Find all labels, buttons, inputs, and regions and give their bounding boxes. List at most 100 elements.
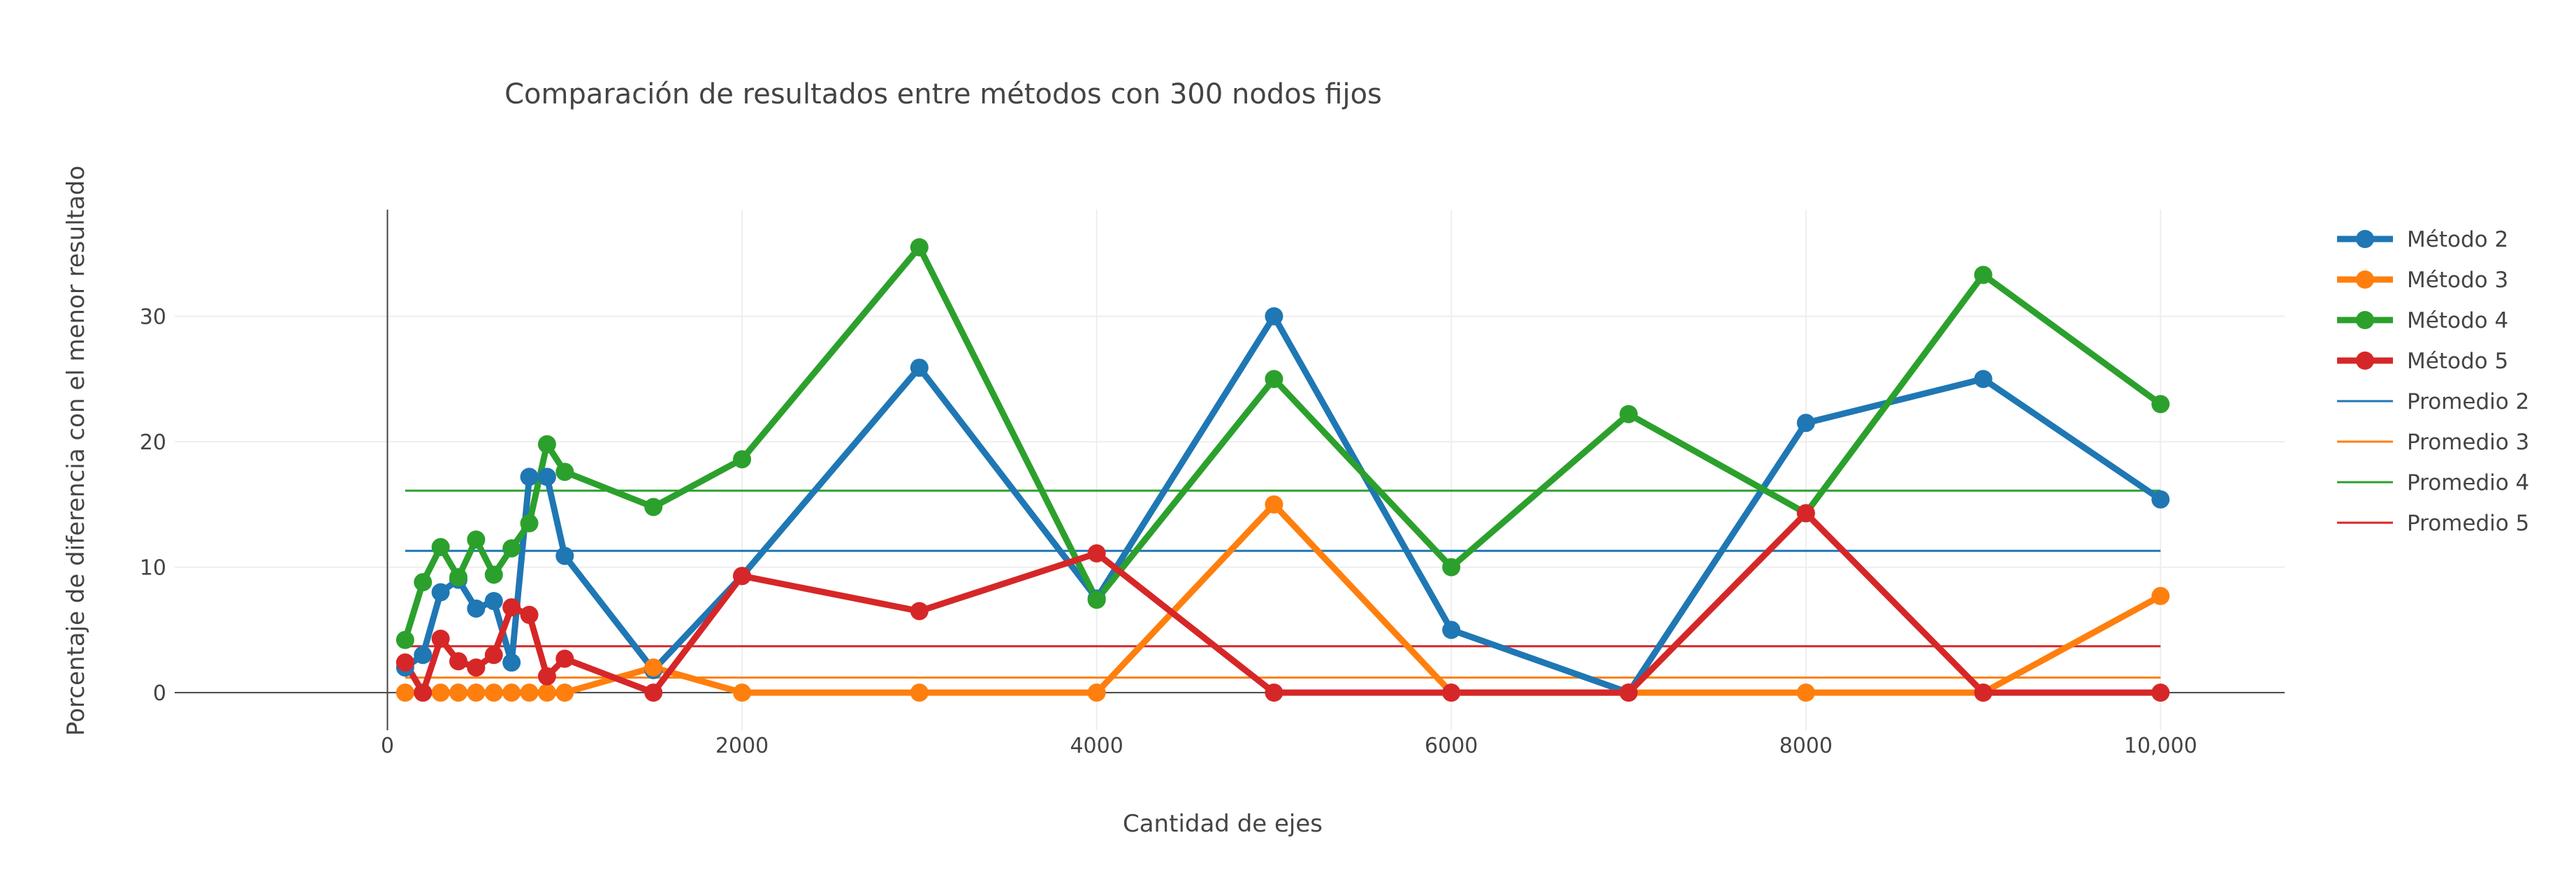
legend-label: Promedio 2: [2407, 389, 2529, 414]
data-point: [431, 683, 450, 702]
legend-marker: [2356, 270, 2374, 289]
data-point: [502, 683, 521, 702]
data-point: [414, 683, 432, 702]
data-point: [520, 514, 539, 533]
data-point: [1974, 266, 1993, 284]
series-markers: [395, 238, 2170, 702]
data-point: [537, 435, 556, 454]
data-point: [431, 537, 450, 556]
data-point: [733, 450, 752, 469]
data-point: [1087, 591, 1106, 609]
x-tick-label: 8000: [1780, 734, 1833, 758]
data-point: [484, 565, 503, 584]
data-point: [555, 649, 574, 668]
data-point: [449, 652, 468, 671]
data-point: [910, 683, 929, 702]
data-point: [1265, 495, 1283, 514]
legend-marker: [2356, 311, 2374, 329]
data-point: [644, 498, 663, 516]
data-point: [1974, 683, 1993, 702]
data-point: [537, 683, 556, 702]
data-point: [555, 463, 574, 481]
data-point: [1442, 621, 1461, 639]
data-point: [502, 539, 521, 558]
x-axis-title: Cantidad de ejes: [1123, 810, 1323, 838]
data-point: [484, 646, 503, 665]
x-tick-labels: 0 2000 4000 6000 8000 10,000: [381, 734, 2197, 758]
data-point: [1796, 414, 1815, 433]
x-tick-label: 10,000: [2124, 734, 2197, 758]
y-tick-label: 20: [140, 430, 166, 455]
data-point: [644, 683, 663, 702]
data-point: [431, 629, 450, 648]
legend-marker: [2356, 352, 2374, 370]
legend-item: Método 3: [2337, 268, 2508, 293]
legend-label: Método 5: [2407, 349, 2508, 374]
data-point: [467, 530, 486, 549]
data-point: [1796, 683, 1815, 702]
series-lines: [402, 244, 2164, 696]
data-point: [502, 598, 521, 617]
legend-marker: [2356, 230, 2374, 248]
legend-label: Método 3: [2407, 268, 2508, 293]
data-point: [1087, 544, 1106, 563]
data-point: [910, 238, 929, 256]
data-point: [395, 653, 414, 672]
legend-label: Promedio 5: [2407, 511, 2529, 536]
legend-item: Promedio 3: [2337, 430, 2529, 455]
y-tick-label: 10: [140, 556, 166, 581]
data-point: [520, 683, 539, 702]
data-point: [414, 646, 432, 665]
y-axis-title: Porcentaje de diferencia con el menor re…: [62, 166, 90, 736]
legend-item: Promedio 5: [2337, 511, 2529, 536]
data-point: [1265, 683, 1283, 702]
legend-item: Método 2: [2337, 227, 2508, 252]
data-point: [910, 602, 929, 621]
data-point: [449, 567, 468, 586]
grid: [175, 210, 2285, 730]
x-tick-label: 2000: [715, 734, 769, 758]
y-tick-label: 30: [140, 305, 166, 330]
data-point: [733, 567, 752, 586]
data-point: [395, 630, 414, 649]
legend-label: Promedio 3: [2407, 430, 2529, 455]
data-point: [484, 592, 503, 611]
data-point: [467, 683, 486, 702]
data-point: [2151, 490, 2170, 509]
data-point: [467, 599, 486, 618]
data-point: [2151, 395, 2170, 414]
series-line-3: [402, 244, 2164, 644]
x-tick-label: 4000: [1070, 734, 1123, 758]
data-point: [555, 546, 574, 565]
legend-item: Promedio 2: [2337, 389, 2529, 414]
data-point: [1265, 307, 1283, 326]
series-line-4: [402, 509, 2164, 696]
legend-label: Método 4: [2407, 308, 2508, 333]
data-point: [537, 667, 556, 686]
data-point: [1620, 683, 1638, 702]
legend-item: Método 5: [2337, 349, 2508, 374]
data-point: [467, 658, 486, 677]
series-line-2: [402, 501, 2164, 696]
data-point: [1087, 683, 1106, 702]
data-point: [644, 658, 663, 677]
legend-label: Promedio 4: [2407, 470, 2529, 495]
data-point: [2151, 683, 2170, 702]
data-point: [484, 683, 503, 702]
data-point: [449, 683, 468, 702]
data-point: [1974, 370, 1993, 389]
data-point: [520, 605, 539, 624]
data-point: [537, 468, 556, 486]
data-point: [1265, 370, 1283, 389]
data-point: [414, 573, 432, 592]
data-point: [2151, 586, 2170, 605]
x-tick-label: 6000: [1425, 734, 1478, 758]
data-point: [520, 468, 539, 486]
legend-label: Método 2: [2407, 227, 2508, 252]
x-tick-label: 0: [381, 734, 394, 758]
data-point: [555, 683, 574, 702]
legend-item: Método 4: [2337, 308, 2508, 333]
data-point: [1620, 405, 1638, 423]
y-tick-labels: 0 10 20 30: [140, 305, 166, 707]
